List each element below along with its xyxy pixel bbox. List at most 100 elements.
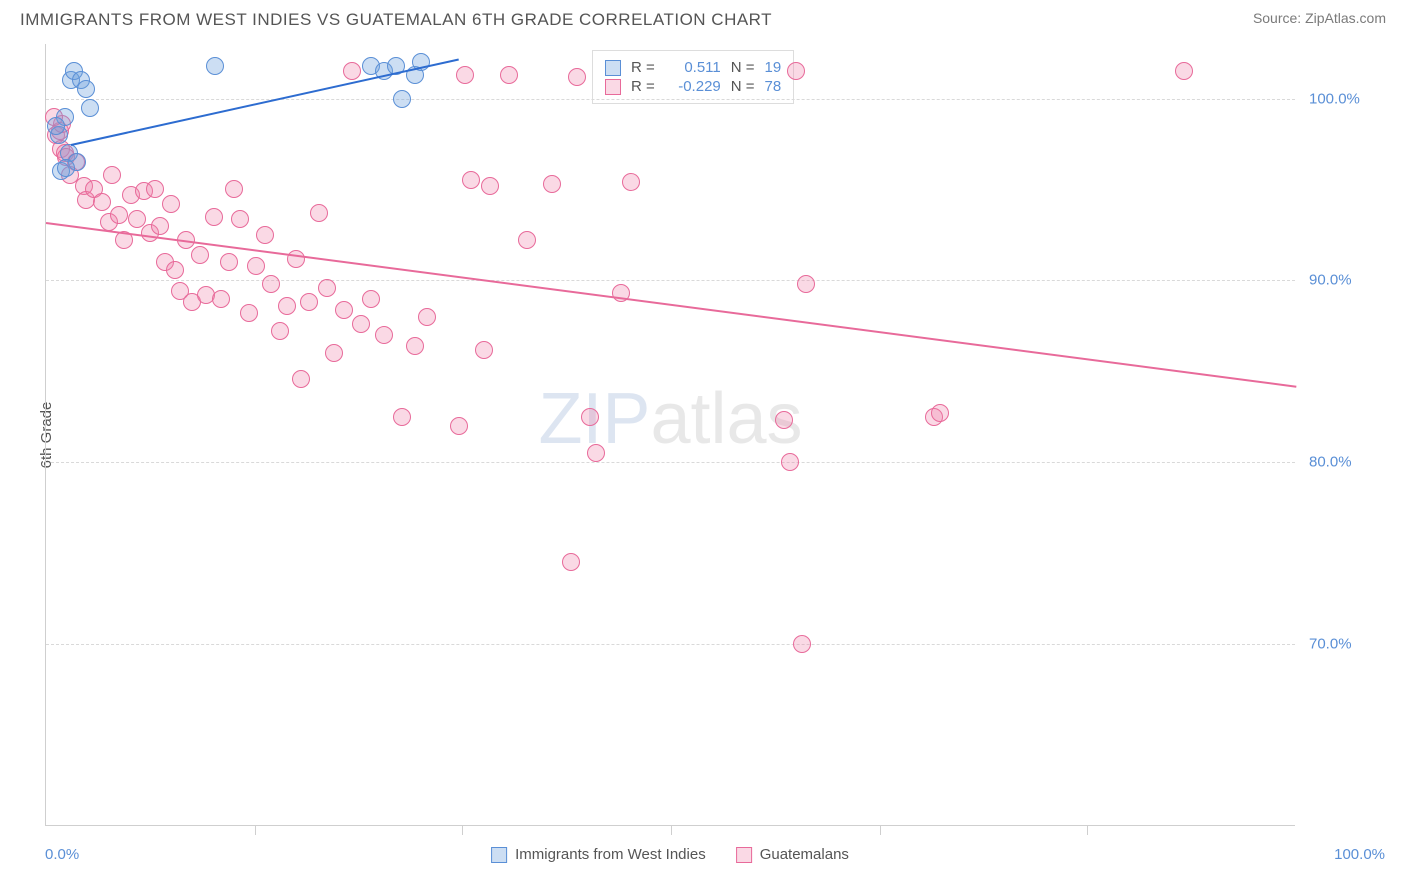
y-tick-label: 80.0% (1309, 454, 1352, 471)
data-point (325, 344, 343, 362)
swatch-west-indies-icon (491, 847, 507, 863)
data-point (151, 217, 169, 235)
legend-item-b: Guatemalans (736, 846, 849, 863)
data-point (518, 231, 536, 249)
data-point (110, 206, 128, 224)
y-tick-label: 100.0% (1309, 90, 1360, 107)
y-tick-label: 90.0% (1309, 272, 1352, 289)
n-value-b: 78 (765, 78, 782, 95)
data-point (352, 315, 370, 333)
x-axis-min-label: 0.0% (45, 846, 79, 863)
data-point (418, 308, 436, 326)
data-point (206, 57, 224, 75)
data-point (797, 275, 815, 293)
r-label-a: R = (631, 59, 655, 76)
watermark: ZIPatlas (538, 378, 802, 460)
data-point (343, 62, 361, 80)
gridline-h (46, 462, 1295, 463)
y-tick-label: 70.0% (1309, 636, 1352, 653)
data-point (481, 177, 499, 195)
data-point (103, 166, 121, 184)
data-point (231, 210, 249, 228)
data-point (406, 337, 424, 355)
data-point (146, 180, 164, 198)
gridline-h (46, 280, 1295, 281)
n-label-b: N = (731, 78, 755, 95)
data-point (247, 257, 265, 275)
data-point (278, 297, 296, 315)
data-point (271, 322, 289, 340)
data-point (500, 66, 518, 84)
swatch-guatemalans-icon (736, 847, 752, 863)
data-point (393, 90, 411, 108)
source-label: Source: ZipAtlas.com (1253, 10, 1386, 26)
x-tick (671, 825, 672, 835)
data-point (931, 404, 949, 422)
n-label-a: N = (731, 59, 755, 76)
data-point (77, 80, 95, 98)
data-point (287, 250, 305, 268)
data-point (456, 66, 474, 84)
source-prefix: Source: (1253, 10, 1305, 26)
data-point (292, 370, 310, 388)
data-point (781, 453, 799, 471)
data-point (57, 159, 75, 177)
data-point (256, 226, 274, 244)
data-point (205, 208, 223, 226)
data-point (562, 553, 580, 571)
r-value-a: 0.511 (665, 59, 721, 76)
data-point (300, 293, 318, 311)
data-point (220, 253, 238, 271)
data-point (166, 261, 184, 279)
gridline-h (46, 99, 1295, 100)
x-tick (880, 825, 881, 835)
data-point (162, 195, 180, 213)
data-point (775, 411, 793, 429)
data-point (81, 99, 99, 117)
data-point (225, 180, 243, 198)
data-point (191, 246, 209, 264)
data-point (462, 171, 480, 189)
source-value: ZipAtlas.com (1305, 10, 1386, 26)
chart-title: IMMIGRANTS FROM WEST INDIES VS GUATEMALA… (20, 10, 772, 30)
data-point (262, 275, 280, 293)
data-point (581, 408, 599, 426)
n-value-a: 19 (765, 59, 782, 76)
data-point (568, 68, 586, 86)
plot-wrapper: 6th Grade ZIPatlas R = 0.511 N = 19 R = … (45, 44, 1295, 826)
x-tick (1087, 825, 1088, 835)
data-point (787, 62, 805, 80)
gridline-h (46, 644, 1295, 645)
data-point (240, 304, 258, 322)
r-value-b: -0.229 (665, 78, 721, 95)
data-point (622, 173, 640, 191)
data-point (375, 326, 393, 344)
legend-row-b: R = -0.229 N = 78 (605, 78, 781, 95)
data-point (793, 635, 811, 653)
trend-line (46, 222, 1296, 388)
data-point (318, 279, 336, 297)
data-point (335, 301, 353, 319)
legend-item-a: Immigrants from West Indies (491, 846, 706, 863)
data-point (212, 290, 230, 308)
data-point (362, 290, 380, 308)
plot-area: ZIPatlas R = 0.511 N = 19 R = -0.229 N =… (45, 44, 1295, 826)
legend-label-a: Immigrants from West Indies (515, 846, 706, 863)
chart-header: IMMIGRANTS FROM WEST INDIES VS GUATEMALA… (0, 0, 1406, 34)
data-point (393, 408, 411, 426)
series-legend: Immigrants from West Indies Guatemalans (491, 846, 849, 863)
data-point (587, 444, 605, 462)
data-point (543, 175, 561, 193)
data-point (475, 341, 493, 359)
swatch-west-indies (605, 60, 621, 76)
swatch-guatemalans (605, 79, 621, 95)
data-point (310, 204, 328, 222)
data-point (93, 193, 111, 211)
x-tick (255, 825, 256, 835)
data-point (47, 117, 65, 135)
data-point (1175, 62, 1193, 80)
correlation-legend: R = 0.511 N = 19 R = -0.229 N = 78 (592, 50, 794, 104)
legend-row-a: R = 0.511 N = 19 (605, 59, 781, 76)
r-label-b: R = (631, 78, 655, 95)
x-axis-max-label: 100.0% (1334, 846, 1385, 863)
